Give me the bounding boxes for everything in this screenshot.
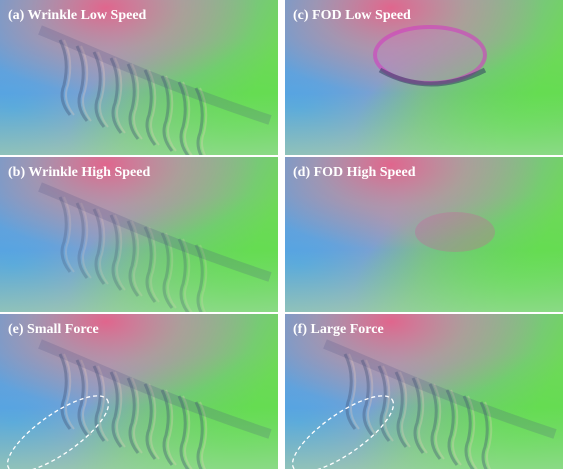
- panel: (c) FOD Low Speed: [285, 0, 563, 155]
- panel-image: [285, 157, 563, 312]
- panel-image: [0, 0, 278, 163]
- panel-image: [0, 157, 278, 320]
- fod-bump: [415, 212, 495, 252]
- figure: (a) Wrinkle Low Speed (c) FOD Low Speed (b…: [0, 0, 563, 469]
- panel-image: [282, 314, 563, 469]
- panel-image: [285, 0, 563, 155]
- gradient-layer: [0, 157, 278, 312]
- panel-label: (d) FOD High Speed: [293, 165, 416, 180]
- panel: (d) FOD High Speed: [285, 157, 563, 312]
- panel-label: (f) Large Force: [293, 322, 384, 337]
- panel-label: (c) FOD Low Speed: [293, 8, 411, 23]
- gradient-layer: [285, 314, 563, 469]
- panel: (a) Wrinkle Low Speed: [0, 0, 278, 163]
- gradient-layer: [0, 0, 278, 155]
- panel-label: (e) Small Force: [8, 322, 99, 337]
- panel: (b) Wrinkle High Speed: [0, 157, 278, 320]
- panel-image: [0, 314, 278, 469]
- panel: (f) Large Force: [282, 314, 563, 469]
- panel: (e) Small Force: [0, 314, 278, 469]
- panel-label: (a) Wrinkle Low Speed: [8, 8, 147, 23]
- panel-label: (b) Wrinkle High Speed: [8, 165, 150, 180]
- gradient-layer: [0, 314, 278, 469]
